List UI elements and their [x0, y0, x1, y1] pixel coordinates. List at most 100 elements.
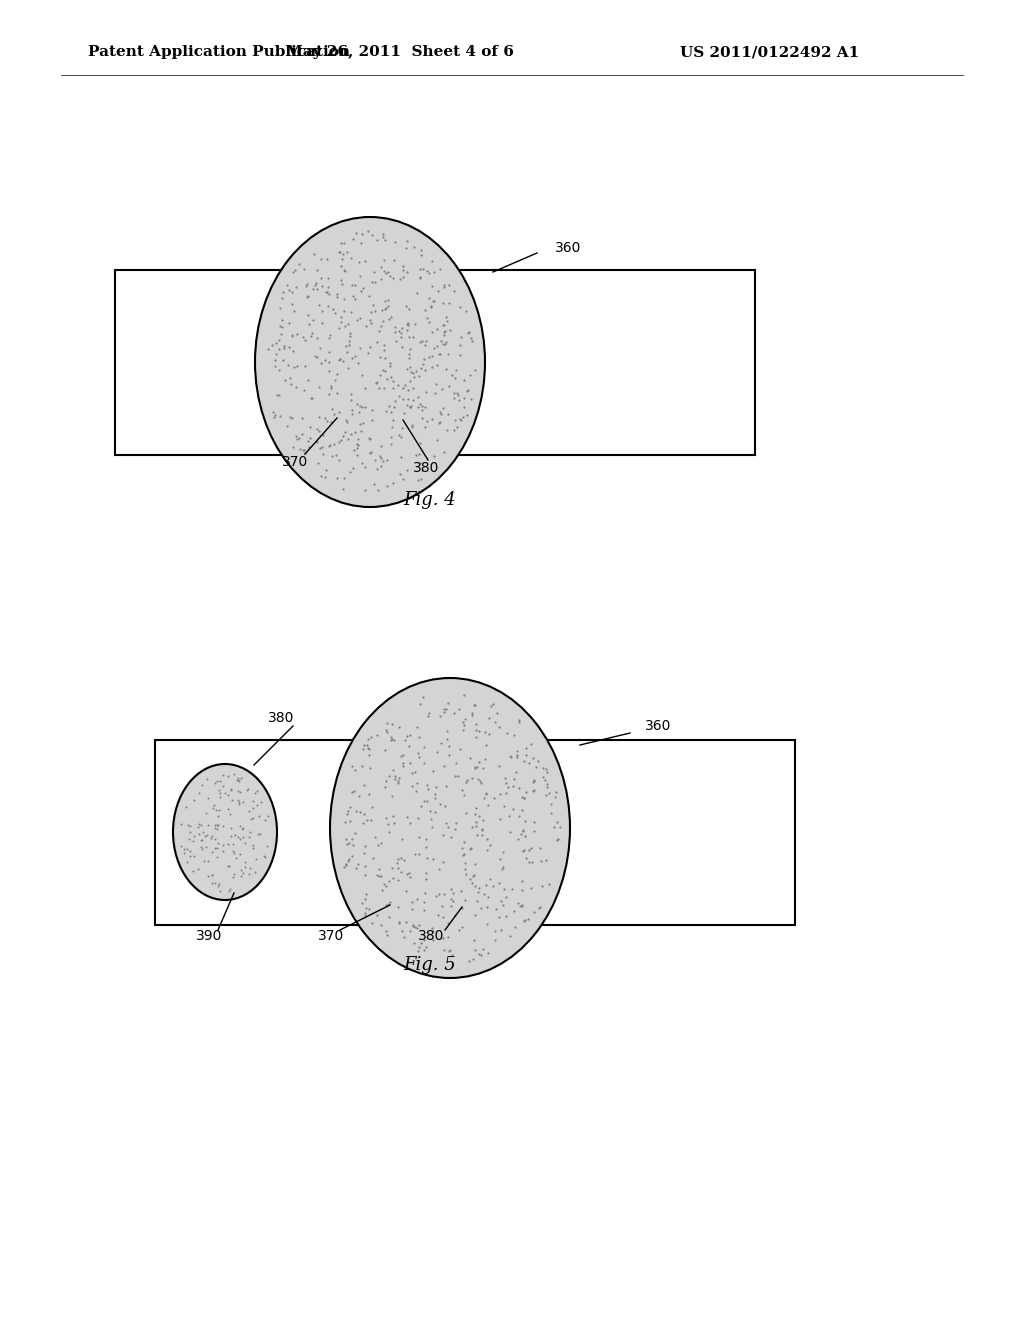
Point	[516, 788, 532, 809]
Point	[288, 276, 304, 297]
Point	[195, 821, 211, 842]
Point	[338, 853, 354, 874]
Point	[455, 719, 471, 741]
Point	[399, 319, 416, 341]
Point	[409, 888, 425, 909]
Point	[373, 447, 389, 469]
Point	[400, 326, 417, 347]
Point	[390, 858, 407, 879]
Point	[418, 829, 434, 850]
Point	[343, 424, 359, 445]
Point	[329, 364, 345, 385]
Point	[442, 940, 459, 961]
Point	[413, 933, 429, 954]
Point	[241, 801, 257, 822]
Point	[310, 376, 327, 397]
Point	[415, 407, 431, 428]
Point	[440, 927, 457, 948]
Point	[381, 907, 397, 928]
Point	[289, 355, 305, 376]
Point	[298, 276, 314, 297]
Point	[473, 944, 489, 965]
Point	[401, 356, 418, 378]
Point	[211, 800, 227, 821]
Point	[472, 771, 488, 792]
Point	[211, 874, 227, 895]
Point	[490, 717, 507, 738]
Point	[344, 829, 360, 850]
Point	[210, 833, 226, 854]
Point	[436, 333, 453, 354]
Point	[207, 799, 223, 820]
Point	[391, 717, 408, 738]
Point	[438, 729, 455, 750]
Point	[333, 430, 349, 451]
Point	[412, 257, 428, 279]
Point	[362, 758, 379, 779]
Point	[529, 751, 546, 772]
Point	[198, 803, 214, 824]
Point	[193, 829, 209, 850]
Point	[333, 255, 349, 276]
Point	[247, 783, 263, 804]
Point	[358, 315, 375, 337]
Point	[378, 771, 394, 792]
Point	[403, 891, 420, 912]
Point	[433, 379, 450, 400]
Point	[407, 762, 423, 783]
Point	[331, 401, 347, 422]
Point	[284, 294, 300, 315]
Point	[283, 368, 299, 389]
Point	[411, 843, 427, 865]
Point	[465, 866, 481, 887]
Point	[230, 770, 247, 791]
Point	[367, 449, 383, 470]
Point	[493, 849, 509, 870]
Point	[471, 721, 487, 742]
Point	[295, 440, 311, 461]
Point	[466, 694, 482, 715]
Point	[541, 781, 557, 803]
Point	[377, 347, 393, 368]
Point	[418, 936, 434, 957]
Point	[383, 433, 399, 454]
Point	[194, 837, 210, 858]
Point	[416, 789, 432, 810]
Point	[384, 371, 400, 392]
Point	[227, 847, 244, 869]
Point	[424, 817, 440, 838]
Point	[481, 869, 498, 890]
Point	[505, 775, 521, 796]
Point	[502, 925, 518, 946]
Point	[459, 380, 475, 401]
Point	[468, 825, 484, 846]
Point	[406, 932, 422, 953]
Point	[454, 780, 470, 801]
Point	[230, 770, 247, 791]
Point	[326, 433, 342, 454]
Point	[237, 851, 253, 873]
Point	[403, 416, 420, 437]
Point	[354, 451, 371, 473]
Point	[400, 388, 417, 409]
Point	[398, 863, 415, 884]
Point	[300, 285, 316, 306]
Point	[406, 326, 422, 347]
Point	[270, 359, 287, 380]
Point	[479, 887, 496, 908]
Point	[295, 326, 311, 347]
Point	[446, 766, 463, 787]
Point	[299, 430, 315, 451]
Point	[444, 364, 461, 385]
Point	[379, 449, 395, 470]
Point	[341, 334, 357, 355]
Point	[347, 858, 364, 879]
Point	[310, 420, 327, 441]
Point	[191, 824, 208, 845]
Point	[178, 838, 195, 859]
Point	[417, 417, 433, 438]
Point	[445, 702, 462, 723]
Point	[322, 434, 338, 455]
Point	[377, 360, 393, 381]
Point	[394, 337, 411, 358]
